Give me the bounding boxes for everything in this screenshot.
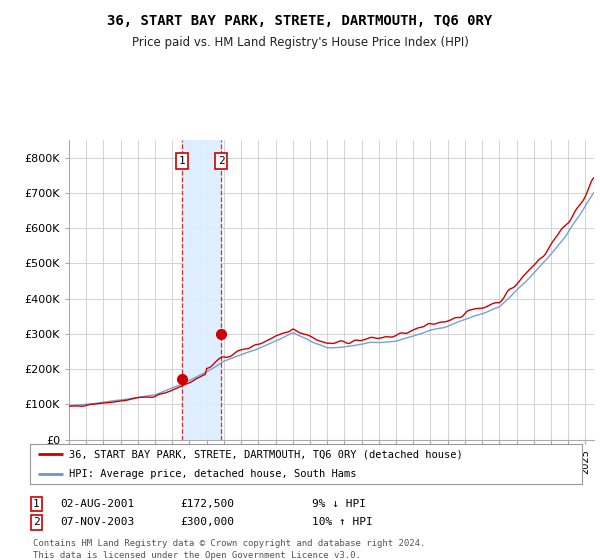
Text: 1: 1: [179, 156, 185, 166]
Text: 2: 2: [33, 517, 40, 528]
Text: Contains HM Land Registry data © Crown copyright and database right 2024.
This d: Contains HM Land Registry data © Crown c…: [33, 539, 425, 559]
Text: 9% ↓ HPI: 9% ↓ HPI: [312, 499, 366, 509]
Text: 02-AUG-2001: 02-AUG-2001: [60, 499, 134, 509]
Text: 10% ↑ HPI: 10% ↑ HPI: [312, 517, 373, 528]
Text: 36, START BAY PARK, STRETE, DARTMOUTH, TQ6 0RY: 36, START BAY PARK, STRETE, DARTMOUTH, T…: [107, 14, 493, 28]
Text: 36, START BAY PARK, STRETE, DARTMOUTH, TQ6 0RY (detached house): 36, START BAY PARK, STRETE, DARTMOUTH, T…: [68, 449, 463, 459]
Text: 2: 2: [218, 156, 225, 166]
Text: £172,500: £172,500: [180, 499, 234, 509]
Text: Price paid vs. HM Land Registry's House Price Index (HPI): Price paid vs. HM Land Registry's House …: [131, 36, 469, 49]
Text: £300,000: £300,000: [180, 517, 234, 528]
Text: 1: 1: [33, 499, 40, 509]
Text: HPI: Average price, detached house, South Hams: HPI: Average price, detached house, Sout…: [68, 469, 356, 479]
Text: 07-NOV-2003: 07-NOV-2003: [60, 517, 134, 528]
Bar: [182, 140, 221, 440]
